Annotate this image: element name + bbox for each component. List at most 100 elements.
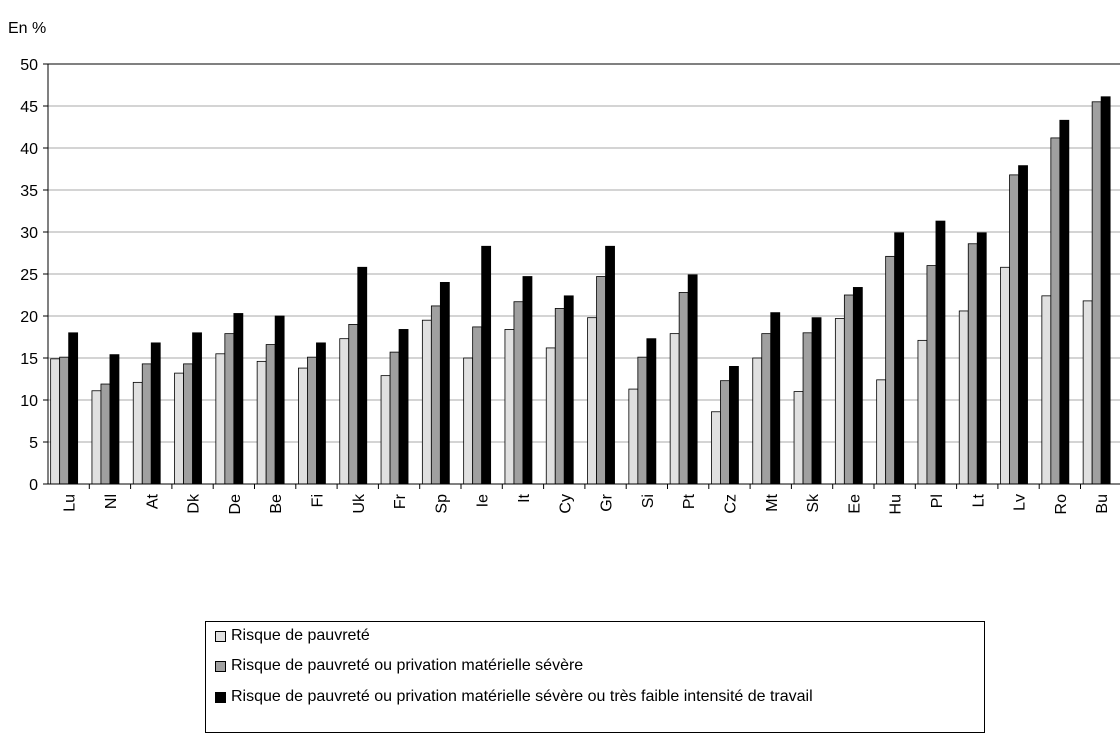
bar-ro-series-3: [1059, 119, 1070, 485]
y-tick-label-15: 15: [20, 351, 38, 368]
bar-gr-series-2: [596, 276, 606, 485]
bar-mt-series-2: [761, 333, 772, 485]
bar-lv-series-3: [1018, 165, 1028, 485]
bar-pt-series-2: [678, 292, 689, 485]
bar-gr-series-3: [605, 245, 615, 485]
bar-hu-series-1: [876, 379, 887, 485]
y-tick-label-10: 10: [20, 393, 38, 410]
legend-swatch-series-3: [215, 691, 226, 703]
x-tick-label-pt: Pt: [681, 493, 698, 509]
legend-item-series-2: Risque de pauvreté ou privation matériel…: [215, 654, 583, 678]
bar-dk-series-3: [192, 332, 202, 485]
bar-si-series-3: [646, 338, 657, 485]
x-tick-label-nl: Nl: [103, 494, 120, 509]
bar-fi-series-1: [298, 367, 308, 485]
bar-de-series-2: [224, 333, 235, 485]
bar-ie-series-1: [463, 357, 474, 485]
x-tick-label-mt: Mt: [764, 493, 781, 511]
y-tick-label-35: 35: [20, 183, 38, 200]
y-tick-label-0: 0: [29, 477, 38, 494]
bar-at-series-3: [150, 342, 161, 485]
x-axis-ticks: Lu Nl At Dk De Be Fi Uk Fr Sp Ie It Cy Gr Si Pt Cz Mt Sk Ee…: [62, 484, 1111, 515]
bar-mt-series-3: [770, 312, 781, 485]
y-tick-label-50: 50: [20, 57, 38, 74]
bar-fr-series-3: [398, 329, 409, 485]
bar-pt-series-3: [687, 274, 698, 485]
x-tick-label-sp: Sp: [433, 494, 450, 514]
x-tick-label-sk: Sk: [805, 493, 822, 513]
bar-it-series-2: [513, 301, 524, 485]
x-tick-label-si: Si: [640, 494, 657, 508]
legend-label-series-3: Risque de pauvreté ou privation matériel…: [231, 688, 813, 705]
bars: [50, 96, 1111, 485]
legend-label-series-1: Risque de pauvreté: [231, 627, 370, 644]
x-tick-label-dk: Dk: [186, 493, 203, 514]
bar-cz-series-3: [729, 365, 739, 485]
bar-ee-series-3: [852, 287, 863, 485]
x-tick-label-bu: Bu: [1094, 494, 1111, 514]
x-tick-label-gr: Gr: [599, 493, 616, 511]
bar-lu-series-3: [68, 332, 79, 485]
bar-pt-series-1: [669, 333, 680, 485]
bar-cz-series-1: [711, 411, 721, 485]
bar-fi-series-2: [307, 356, 317, 485]
bar-bu-series-3: [1100, 96, 1111, 485]
bar-sk-series-3: [811, 317, 822, 485]
legend-item-series-3: Risque de pauvreté ou privation matériel…: [215, 685, 813, 709]
x-tick-label-hu: Hu: [888, 494, 905, 514]
bar-pl-series-3: [935, 220, 946, 485]
bar-si-series-2: [637, 356, 648, 485]
bar-hu-series-2: [885, 255, 896, 485]
bar-bu-series-1: [1082, 300, 1093, 485]
y-tick-label-5: 5: [29, 435, 38, 452]
legend-swatch-series-2: [215, 660, 226, 672]
bar-fi-series-3: [316, 342, 326, 485]
bar-cy-series-1: [545, 347, 556, 485]
x-tick-label-fr: Fr: [392, 493, 409, 509]
bar-de-series-1: [215, 353, 226, 485]
x-tick-label-at: At: [144, 493, 161, 509]
bar-cy-series-3: [563, 295, 574, 485]
bar-fr-series-2: [389, 351, 400, 485]
y-tick-label-40: 40: [20, 141, 38, 158]
bar-lt-series-3: [976, 232, 987, 485]
bar-ee-series-2: [843, 294, 854, 485]
bar-nl-series-3: [109, 354, 120, 485]
bar-dk-series-1: [174, 372, 184, 485]
bar-sp-series-1: [421, 319, 432, 485]
bar-cz-series-2: [720, 380, 730, 485]
bar-chart: En % 0 5 10 15 20 25 30 35 40 45 50 Lu Nl At Dk De Be Fi…: [8, 20, 1120, 515]
bar-ro-series-2: [1050, 137, 1061, 485]
x-tick-label-uk: Uk: [351, 493, 368, 514]
bar-lu-series-1: [50, 358, 61, 485]
bar-at-series-1: [132, 381, 143, 485]
x-tick-label-cz: Cz: [722, 494, 739, 514]
bar-cy-series-2: [554, 308, 565, 485]
bar-be-series-3: [274, 315, 285, 485]
x-tick-label-pl: Pl: [929, 494, 946, 508]
axes: [47, 63, 1120, 485]
bar-hu-series-3: [894, 232, 905, 485]
bar-sk-series-2: [802, 332, 813, 485]
bar-pl-series-2: [926, 265, 937, 485]
bar-lt-series-1: [958, 310, 969, 485]
x-tick-label-lv: Lv: [1012, 494, 1029, 511]
bar-dk-series-2: [183, 363, 193, 485]
x-tick-label-ro: Ro: [1053, 494, 1070, 515]
bar-ie-series-2: [472, 326, 483, 485]
y-tick-label-30: 30: [20, 225, 38, 242]
x-tick-label-be: Be: [268, 494, 285, 514]
x-tick-label-it: It: [516, 493, 533, 502]
y-tick-label-20: 20: [20, 309, 38, 326]
bar-bu-series-2: [1091, 101, 1102, 485]
x-tick-label-ie: Ie: [475, 494, 492, 507]
x-tick-label-cy: Cy: [557, 494, 574, 514]
legend: Risque de pauvreté Risque de pauvreté ou…: [205, 621, 985, 733]
bar-de-series-3: [233, 313, 244, 485]
y-axis-ticks: 0 5 10 15 20 25 30 35 40 45 50: [20, 57, 48, 494]
bar-uk-series-3: [357, 266, 368, 485]
bar-uk-series-1: [339, 338, 350, 485]
y-tick-label-45: 45: [20, 99, 38, 116]
bar-sp-series-2: [430, 305, 441, 485]
